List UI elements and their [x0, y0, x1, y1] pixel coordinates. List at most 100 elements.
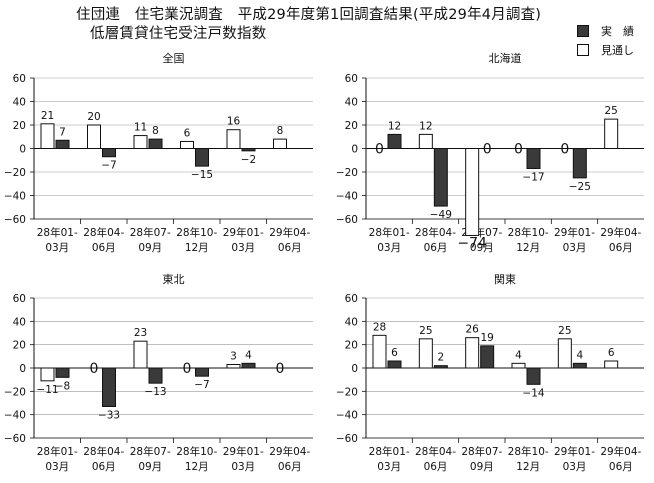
chart-3-ytick-label: −60: [4, 433, 26, 445]
chart-4-bar-forecast: [511, 362, 526, 369]
chart-2-xtick-label-line2: 09月: [470, 242, 494, 254]
chart-1-label-actual: 7: [59, 126, 66, 138]
chart-1-ytick-label: −20: [4, 167, 26, 179]
chart-4-ytick-label: −20: [336, 386, 358, 398]
chart-1-ytick-label: 40: [13, 97, 26, 109]
chart-1-title: 全国: [163, 51, 185, 65]
chart-1-xtick-label-line2: 12月: [185, 242, 209, 254]
report-title: 住団連 住宅業況調査 平成29年度第1回調査結果(平成29年4月調査): [76, 7, 542, 23]
chart-3-bar-forecast: [226, 364, 241, 369]
chart-3-ytick-label: −40: [4, 410, 26, 422]
chart-2-bar-forecast: [604, 118, 619, 149]
chart-1-label-forecast: 20: [87, 111, 100, 123]
chart-2-ytick-label: −20: [336, 167, 358, 179]
chart-2-ytick-label: 0: [351, 144, 358, 156]
chart-4-bar-actual: [480, 345, 495, 369]
chart-1-bar-actual: [241, 148, 256, 152]
chart-4-xtick-label-line1: 28年04-: [415, 445, 456, 458]
chart-1-xtick-label-line1: 28年07-: [130, 226, 171, 239]
chart-4-xtick-label-line2: 03月: [377, 461, 401, 473]
chart-4-bar-forecast: [465, 337, 480, 369]
chart-2-label-actual: −25: [569, 181, 591, 193]
chart-3-ytick-label: 0: [19, 363, 26, 375]
chart-1-ytick-label: 20: [13, 120, 26, 132]
chart-3-xtick-label-line1: 28年07-: [130, 445, 171, 458]
chart-1-xtick-label-line2: 09月: [138, 242, 162, 254]
chart-3-xtick-label-line2: 06月: [278, 461, 302, 473]
chart-3-bar-actual: [148, 367, 163, 384]
chart-4-xtick-label-line2: 06月: [424, 461, 448, 473]
chart-3-ytick-label: 60: [13, 293, 26, 305]
chart-2-xtick-label-line1: 29年01-: [554, 226, 595, 239]
chart-1-bar-forecast: [40, 123, 55, 149]
legend-swatch-actual: [577, 24, 589, 37]
chart-2-label-forecast: 25: [604, 105, 617, 117]
chart-4-label-forecast: 6: [608, 347, 615, 359]
chart-4-ytick-label: −60: [336, 433, 358, 445]
chart-3-xtick-label-line1: 28年10-: [176, 445, 217, 458]
chart-2-bar-actual: [387, 133, 402, 149]
chart-2-label-actual: 0: [483, 142, 492, 158]
chart-1-xtick-label-line1: 29年04-: [269, 226, 310, 239]
chart-1-xtick-label-line2: 03月: [231, 242, 255, 254]
chart-1-bar-forecast: [180, 140, 194, 149]
chart-1-label-forecast: 8: [277, 125, 284, 137]
chart-1-label-forecast: 16: [227, 116, 241, 128]
chart-2-ytick-label: −40: [336, 191, 358, 203]
chart-4-label-actual: 4: [576, 349, 583, 361]
chart-2-xtick-label-line1: 29年04-: [600, 226, 641, 239]
chart-4-xtick-label-line1: 28年10-: [508, 445, 549, 458]
chart-4-bar-actual: [433, 365, 448, 369]
chart-3-xtick-label-line2: 06月: [92, 461, 116, 473]
chart-2-ytick-label: −60: [336, 214, 358, 226]
chart-4-label-forecast: 25: [419, 325, 432, 337]
chart-1-xtick-label-line1: 28年10-: [176, 226, 217, 239]
chart-1-xtick-label-line2: 03月: [45, 242, 69, 254]
chart-4-xtick-label-line2: 03月: [563, 461, 587, 473]
chart-4-bar-forecast: [604, 360, 619, 369]
chart-3-ytick-label: −20: [4, 386, 26, 398]
chart-2-label-actual: −17: [522, 171, 544, 183]
chart-4-bar-forecast: [557, 338, 572, 369]
chart-1-bar-forecast: [226, 129, 241, 149]
chart-4-ytick-label: 40: [345, 316, 358, 328]
chart-1-xtick-label-line1: 29年01-: [223, 226, 264, 239]
chart-2-bar-actual: [433, 148, 448, 207]
chart-2-label-actual: −49: [430, 209, 452, 221]
chart-2-xtick-label-line1: 28年01-: [369, 226, 410, 239]
chart-2-xtick-label-line1: 28年10-: [508, 226, 549, 239]
legend-swatch-forecast: [577, 43, 589, 56]
chart-3-bar-actual: [195, 367, 209, 377]
chart-3-label-forecast: 0: [90, 361, 99, 377]
chart-4-xtick-label-line1: 28年07-: [461, 445, 502, 458]
chart-1-xtick-label-line1: 28年01-: [37, 226, 78, 239]
chart-4-label-forecast: 25: [558, 325, 571, 337]
chart-2-label-forecast: 0: [560, 142, 569, 158]
chart-2-xtick-label-line2: 03月: [563, 242, 587, 254]
chart-4-label-forecast: 26: [465, 324, 479, 336]
chart-4-xtick-label-line1: 28年01-: [369, 445, 410, 458]
chart-3-label-forecast: 3: [230, 351, 237, 363]
chart-3-label-forecast: 0: [183, 361, 192, 377]
chart-3-xtick-label-line1: 28年04-: [83, 445, 124, 458]
chart-2-bar-forecast: [465, 148, 480, 236]
chart-4-label-actual: 2: [437, 352, 444, 364]
chart-3-label-actual: −33: [98, 410, 120, 422]
chart-3-xtick-label-line2: 03月: [231, 461, 255, 473]
chart-3-label-actual: −8: [55, 380, 70, 392]
chart-2-title: 北海道: [489, 51, 522, 65]
legend-label-forecast: 見通し: [601, 43, 634, 57]
chart-3-bar-actual: [55, 367, 70, 378]
chart-4-ytick-label: 60: [345, 293, 358, 305]
chart-1-bar-forecast: [87, 124, 101, 149]
chart-3-xtick-label-line1: 28年01-: [37, 445, 78, 458]
legend-label-actual: 実 績: [601, 24, 634, 38]
chart-2-xtick-label-line2: 06月: [424, 242, 448, 254]
chart-4-xtick-label-line2: 09月: [470, 461, 494, 473]
chart-2-label-actual: 12: [388, 120, 401, 132]
chart-1-label-actual: −2: [241, 154, 256, 166]
chart-2-bar-forecast: [418, 133, 433, 149]
chart-2-ytick-label: 40: [345, 97, 358, 109]
legend-item-actual: 実 績: [577, 21, 634, 40]
